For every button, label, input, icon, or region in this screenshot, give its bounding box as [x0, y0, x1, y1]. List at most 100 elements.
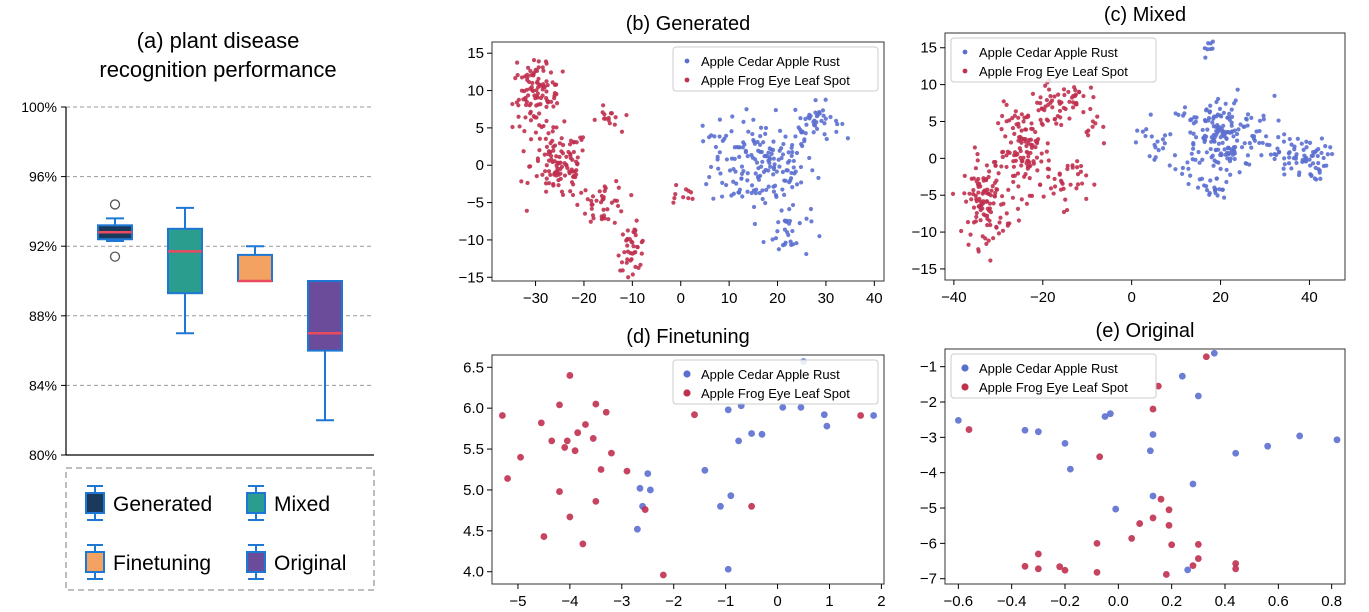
data-point: [1133, 140, 1139, 145]
data-point: [552, 159, 557, 164]
data-point: [1249, 115, 1254, 120]
data-point: [534, 174, 539, 179]
data-point: [799, 141, 804, 147]
data-point: [1289, 142, 1294, 147]
data-point: [729, 129, 734, 134]
data-point: [773, 236, 779, 241]
data-point: [1038, 101, 1043, 106]
data-point: [787, 180, 792, 185]
data-point: [612, 122, 617, 127]
series-0: [700, 97, 850, 257]
data-point: [573, 159, 579, 164]
data-point: [857, 412, 865, 419]
data-point: [1180, 165, 1185, 171]
data-point: [562, 173, 568, 178]
data-point: [1077, 89, 1082, 94]
data-point: [1287, 136, 1292, 142]
data-point: [763, 200, 768, 206]
data-point: [1205, 47, 1210, 52]
data-point: [813, 98, 818, 103]
data-point: [1061, 439, 1069, 447]
data-point: [793, 169, 798, 174]
data-point: [1065, 166, 1070, 172]
data-point: [731, 179, 736, 184]
data-point: [749, 183, 755, 188]
data-point: [996, 171, 1001, 176]
data-point: [1016, 124, 1021, 129]
chart-title-line: (a) plant disease: [137, 28, 300, 53]
data-point: [1272, 151, 1277, 157]
data-point: [1026, 137, 1032, 143]
data-point: [779, 155, 784, 161]
data-point: [579, 137, 584, 142]
data-point: [567, 142, 573, 147]
data-point: [1188, 118, 1193, 123]
data-point: [546, 158, 552, 163]
data-point: [769, 151, 774, 156]
data-point: [1220, 140, 1225, 145]
data-point: [701, 466, 709, 474]
data-point: [798, 164, 804, 170]
data-point: [1019, 197, 1024, 202]
data-point: [1312, 176, 1318, 181]
legend-label: Apple Cedar Apple Rust: [979, 361, 1118, 376]
legend-label: Original: [274, 552, 346, 575]
y-tick-label: 0: [929, 150, 937, 167]
data-point: [711, 196, 716, 201]
data-point: [560, 69, 565, 74]
data-point: [594, 198, 599, 203]
outlier-point: [109, 199, 121, 210]
data-point: [763, 131, 768, 136]
legend-label: Apple Frog Eye Leaf Spot: [979, 380, 1128, 395]
data-point: [1046, 174, 1051, 179]
data-point: [708, 164, 714, 170]
data-point: [566, 149, 571, 155]
data-point: [791, 165, 796, 170]
y-tick-label: 80%: [29, 447, 57, 463]
data-point: [807, 112, 812, 117]
data-point: [1228, 156, 1233, 161]
data-point: [1162, 133, 1168, 138]
data-point: [1075, 182, 1081, 187]
legend-marker: [684, 77, 690, 83]
data-point: [734, 144, 739, 150]
data-point: [761, 239, 766, 245]
data-point: [1232, 560, 1240, 567]
data-point: [1059, 122, 1064, 128]
data-point: [1214, 176, 1219, 181]
data-point: [750, 131, 755, 137]
data-point: [966, 242, 971, 247]
data-point: [550, 129, 555, 134]
data-point: [1048, 93, 1053, 99]
data-point: [571, 149, 576, 155]
data-point: [811, 130, 816, 135]
legend-swatch: [246, 492, 266, 514]
data-point: [741, 140, 746, 145]
data-point: [782, 218, 787, 223]
data-point: [1144, 127, 1149, 132]
data-point: [1184, 566, 1192, 574]
data-point: [999, 202, 1004, 207]
data-point: [1021, 562, 1029, 570]
data-point: [558, 171, 563, 176]
data-point: [1275, 146, 1280, 151]
data-point: [766, 158, 771, 163]
data-point: [1308, 163, 1313, 168]
data-point: [1013, 109, 1018, 114]
box-finetuning: [237, 245, 273, 283]
data-point: [985, 213, 990, 218]
y-tick-label: 92%: [29, 238, 57, 254]
data-point: [1039, 151, 1044, 156]
data-point: [602, 184, 607, 189]
data-point: [535, 156, 540, 161]
data-point: [823, 97, 828, 102]
data-point: [965, 426, 973, 433]
y-tick-label: 10: [920, 77, 937, 94]
x-tick-label: −0.2: [1050, 593, 1080, 610]
x-tick-label: −1: [717, 593, 734, 610]
data-point: [1231, 134, 1236, 139]
data-point: [704, 182, 709, 187]
data-point: [996, 121, 1001, 126]
data-point: [987, 169, 992, 174]
data-point: [1232, 565, 1240, 573]
